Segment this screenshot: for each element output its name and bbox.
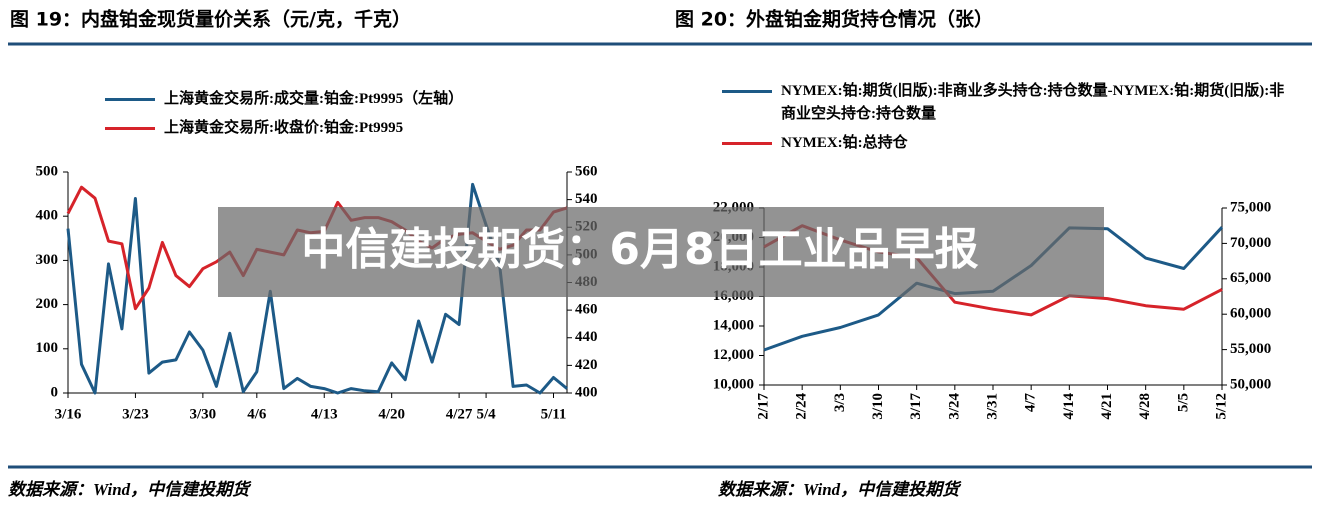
figure-caption: 图 20：外盘铂金期货持仓情况（张）: [675, 8, 993, 31]
y2-tick-label: 540: [575, 191, 598, 207]
legend-swatch: [105, 127, 155, 130]
x-tick-label: 4/7: [1023, 393, 1039, 413]
y2-tick-label: 60,000: [1230, 306, 1271, 322]
x-tick-label: 3/30: [190, 406, 217, 422]
legend: NYMEX:铂:期货(旧版):非商业多头持仓:持仓数量-NYMEX:铂:期货(旧…: [722, 80, 1292, 161]
y2-tick-label: 75,000: [1230, 199, 1271, 215]
legend-item: 上海黄金交易所:成交量:铂金:Pt9995（左轴）: [105, 88, 575, 111]
y2-tick-label: 560: [575, 163, 598, 179]
y-tick-label: 10,000: [713, 376, 754, 392]
x-tick-label: 4/6: [247, 406, 267, 422]
y2-tick-label: 420: [575, 357, 598, 373]
x-tick-label: 3/31: [984, 393, 1000, 420]
x-tick-label: 5/5: [1175, 393, 1191, 412]
x-tick-label: 4/27: [446, 406, 473, 422]
x-tick-label: 4/21: [1099, 393, 1115, 420]
y-tick-label: 400: [36, 208, 59, 224]
y-tick-label: 0: [51, 384, 59, 400]
y-tick-label: 12,000: [713, 347, 754, 363]
source-note: 数据来源：Wind，中信建投期货: [8, 480, 252, 499]
x-tick-label: 5/12: [1213, 393, 1229, 420]
x-tick-label: 5/4: [476, 406, 496, 422]
x-tick-label: 3/23: [122, 406, 149, 422]
source-note: 数据来源：Wind，中信建投期货: [718, 480, 962, 499]
x-tick-label: 5/11: [541, 406, 567, 422]
banner-title: 中信建投期货：6月8日工业品早报: [301, 224, 978, 275]
legend-label: 上海黄金交易所:收盘价:铂金:Pt9995: [164, 120, 404, 136]
legend-swatch: [105, 98, 155, 101]
legend-item: NYMEX:铂:期货(旧版):非商业多头持仓:持仓数量-NYMEX:铂:期货(旧…: [722, 80, 1292, 126]
y-tick-label: 100: [36, 340, 59, 356]
legend-label: 上海黄金交易所:成交量:铂金:Pt9995（左轴）: [164, 91, 464, 107]
x-tick-label: 2/17: [755, 393, 771, 420]
y2-tick-label: 400: [575, 384, 598, 400]
y2-tick-label: 50,000: [1230, 376, 1271, 392]
y-tick-label: 14,000: [713, 317, 754, 333]
x-tick-label: 2/24: [794, 393, 810, 420]
x-tick-label: 4/20: [378, 406, 405, 422]
y-tick-label: 500: [36, 163, 59, 179]
legend-item: 上海黄金交易所:收盘价:铂金:Pt9995: [105, 117, 575, 140]
x-tick-label: 4/13: [311, 406, 338, 422]
x-tick-label: 4/14: [1061, 393, 1077, 420]
banner-box: [218, 207, 1104, 297]
y2-tick-label: 55,000: [1230, 341, 1271, 357]
x-tick-label: 3/16: [55, 406, 82, 422]
legend-item: NYMEX:铂:总持仓: [722, 132, 1292, 155]
y2-tick-label: 65,000: [1230, 270, 1271, 286]
x-tick-label: 3/3: [832, 393, 848, 412]
y2-tick-label: 440: [575, 329, 598, 345]
x-tick-label: 3/10: [870, 393, 886, 420]
y2-tick-label: 460: [575, 302, 598, 318]
legend: 上海黄金交易所:成交量:铂金:Pt9995（左轴） 上海黄金交易所:收盘价:铂金:…: [105, 88, 575, 146]
legend-label: NYMEX:铂:期货(旧版):非商业多头持仓:持仓数量-NYMEX:铂:期货(旧…: [781, 83, 1285, 122]
y-tick-label: 200: [36, 296, 59, 312]
charts: 0100200300400500400420440460480500520540…: [36, 163, 1272, 422]
x-tick-label: 3/17: [908, 393, 924, 420]
y-tick-label: 300: [36, 252, 59, 268]
legend-swatch: [722, 90, 772, 93]
legend-swatch: [722, 142, 772, 145]
x-tick-label: 4/28: [1137, 393, 1153, 420]
figure-caption: 图 19：内盘铂金现货量价关系（元/克，千克）: [10, 8, 411, 31]
legend-label: NYMEX:铂:总持仓: [781, 135, 908, 151]
x-tick-label: 3/24: [946, 393, 962, 420]
y2-tick-label: 70,000: [1230, 235, 1271, 251]
